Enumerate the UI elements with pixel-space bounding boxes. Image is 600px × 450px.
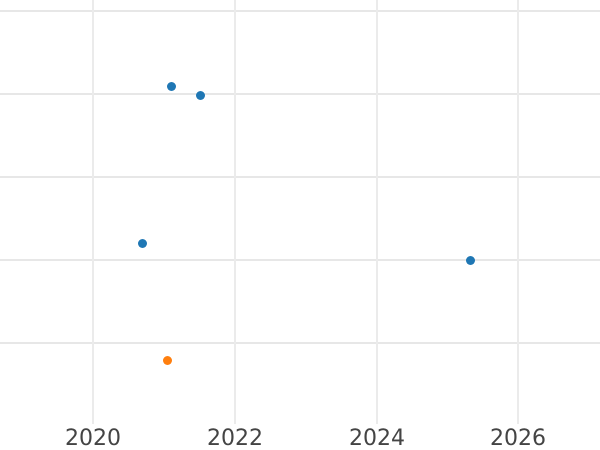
gridline-horizontal (0, 259, 600, 261)
x-tick-label: 2022 (207, 426, 263, 450)
gridline-horizontal (0, 93, 600, 95)
data-point-blue (137, 238, 147, 248)
gridline-horizontal (0, 342, 600, 344)
x-tick-label: 2026 (490, 426, 546, 450)
gridline-vertical (376, 0, 378, 424)
x-tick-label: 2024 (349, 426, 405, 450)
gridline-vertical (234, 0, 236, 424)
x-axis: 2020 2022 2024 2026 (0, 424, 600, 450)
gridline-horizontal (0, 176, 600, 178)
data-point-orange (162, 355, 172, 365)
gridline-vertical (517, 0, 519, 424)
plot-area (0, 0, 600, 424)
data-point-blue (195, 90, 205, 100)
gridline-vertical (92, 0, 94, 424)
data-point-blue (465, 255, 475, 265)
gridline-horizontal (0, 10, 600, 12)
x-tick-label: 2020 (65, 426, 121, 450)
data-point-blue (166, 81, 176, 91)
